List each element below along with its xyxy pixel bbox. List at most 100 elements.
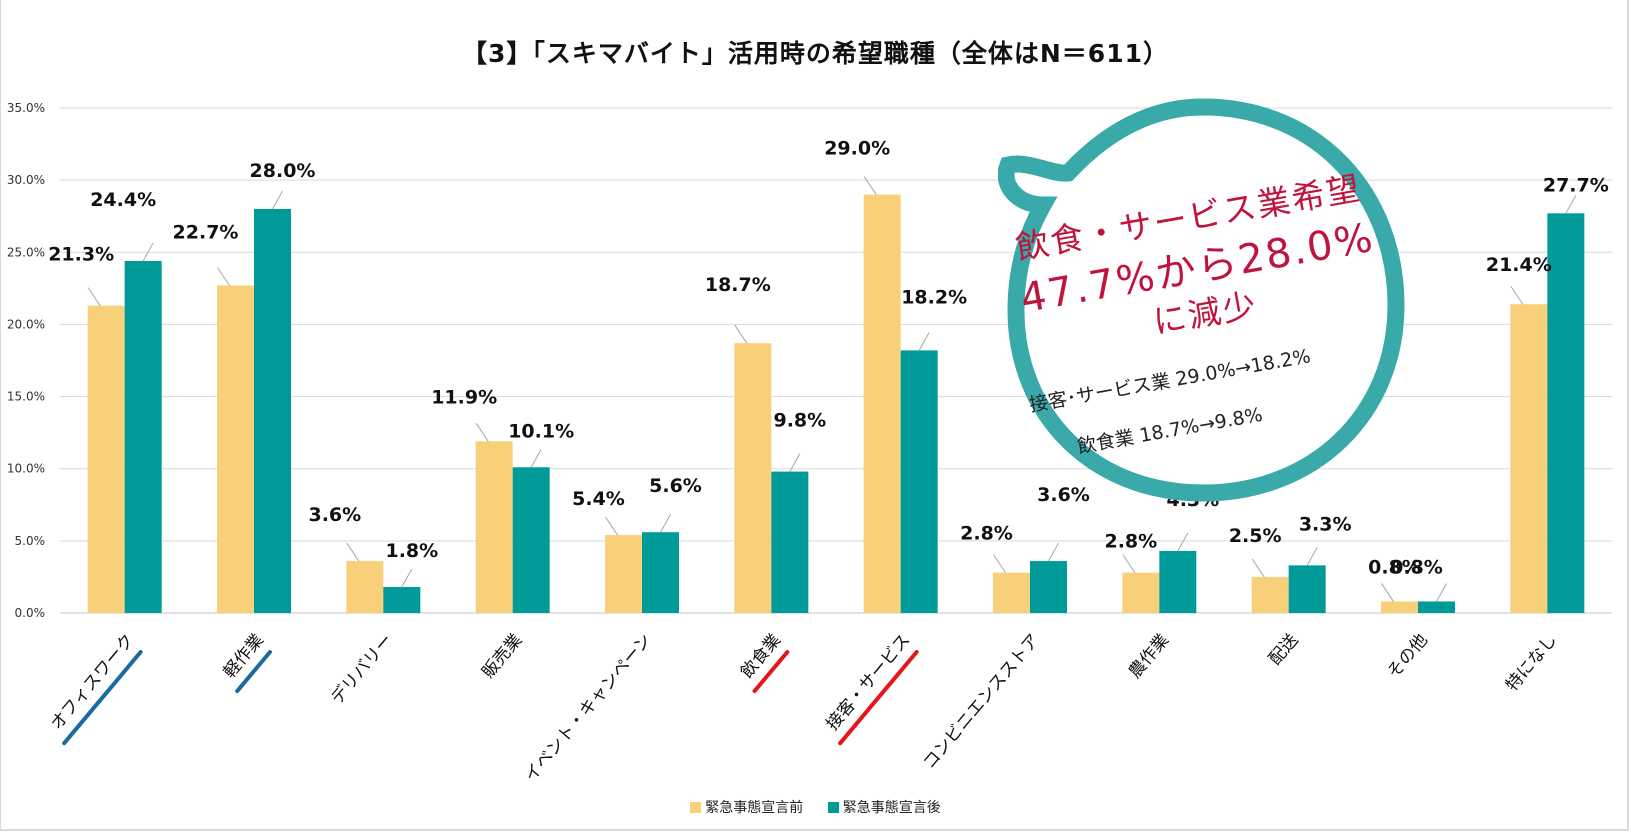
callout-ring bbox=[998, 98, 1405, 502]
bar-after bbox=[1288, 565, 1326, 613]
bar-before bbox=[87, 305, 125, 613]
bar-after bbox=[1547, 213, 1585, 614]
chart-title: 【3】「スキマバイト」活用時の希望職種（全体はN＝611） bbox=[461, 39, 1169, 68]
leader-line bbox=[993, 554, 1006, 573]
category-underline bbox=[752, 650, 790, 694]
data-label: 9.8% bbox=[773, 410, 826, 432]
data-label: 21.4% bbox=[1486, 254, 1552, 276]
leader-line bbox=[530, 449, 542, 468]
bar-after bbox=[1159, 550, 1197, 613]
y-tick-label: 15.0% bbox=[7, 390, 45, 404]
data-label: 11.9% bbox=[431, 386, 497, 408]
data-label: 24.4% bbox=[90, 189, 156, 211]
data-label: 0.8% bbox=[1390, 556, 1443, 578]
bar-before bbox=[993, 572, 1030, 613]
data-labels: 21.3% 24.4% 22.7% 28.0% 3.6% 1.8% 11.9% 10.1% 5.… bbox=[48, 138, 1609, 579]
bar-before bbox=[1510, 304, 1548, 613]
data-label: 5.4% bbox=[572, 488, 625, 510]
legend-swatch-before bbox=[690, 801, 702, 813]
leader-line bbox=[1436, 583, 1447, 602]
x-tick-label: デリバリー bbox=[326, 630, 397, 709]
leader-line bbox=[863, 176, 877, 195]
x-tick-label: 飲食業 bbox=[737, 630, 785, 682]
legend-swatch-after bbox=[827, 801, 839, 813]
data-label: 1.8% bbox=[385, 540, 438, 562]
data-label: 2.8% bbox=[1104, 531, 1157, 553]
bar-after bbox=[771, 471, 809, 613]
leader-line bbox=[660, 513, 671, 533]
leader-line bbox=[1122, 554, 1136, 573]
bar-before bbox=[475, 441, 513, 613]
data-label: 2.5% bbox=[1229, 525, 1282, 547]
x-axis-labels: オフィスワーク 軽作業 デリバリー 販売業イベント・キャンペーン 飲食業 接客・サービスコ… bbox=[47, 630, 1561, 786]
legend-label-after: 緊急事態宣言後 bbox=[842, 800, 941, 816]
bar-before bbox=[605, 535, 642, 613]
y-tick-label: 30.0% bbox=[7, 173, 45, 187]
leader-line bbox=[605, 516, 618, 536]
category-underline bbox=[235, 650, 272, 694]
leader-line bbox=[1306, 547, 1318, 566]
data-label: 3.3% bbox=[1299, 513, 1352, 535]
bar-before bbox=[863, 194, 901, 614]
bar-before bbox=[217, 285, 254, 613]
y-tick-label: 20.0% bbox=[7, 317, 45, 331]
leader-line bbox=[1048, 542, 1059, 562]
leader-line bbox=[918, 332, 930, 351]
leader-line bbox=[272, 190, 283, 210]
x-tick-label: その他 bbox=[1384, 630, 1432, 682]
y-axis-ticks: 0.0% 5.0% 10.0% 15.0% 20.0% 25.0% 30.0% 35.0% bbox=[7, 101, 45, 620]
x-tick-label: 販売業 bbox=[478, 630, 526, 682]
legend-label-before: 緊急事態宣言前 bbox=[705, 800, 804, 816]
y-tick-label: 35.0% bbox=[7, 101, 45, 115]
x-tick-label: イベント・キャンペーン bbox=[521, 630, 656, 785]
x-tick-label: 軽作業 bbox=[220, 630, 268, 682]
bars bbox=[87, 194, 1585, 614]
bar-after bbox=[900, 350, 938, 613]
callout-bubble: 飲食・サービス業希望 47.7%から28.0% に減少 接客･サービス業 29.… bbox=[998, 95, 1408, 505]
data-label: 0.8% bbox=[1368, 556, 1421, 578]
bar-after bbox=[642, 532, 679, 613]
bar-before bbox=[1251, 576, 1289, 613]
data-label: 27.7% bbox=[1543, 174, 1609, 196]
data-label: 29.0% bbox=[824, 138, 890, 160]
data-label: 3.6% bbox=[1037, 484, 1090, 506]
bar-before bbox=[1381, 601, 1418, 613]
data-label: 2.8% bbox=[960, 523, 1013, 545]
leader-line bbox=[789, 453, 801, 472]
leader-line bbox=[1251, 558, 1265, 578]
y-tick-label: 25.0% bbox=[7, 245, 45, 259]
x-tick-label: 配送 bbox=[1265, 630, 1302, 669]
legend-item-after: 緊急事態宣言後 bbox=[827, 797, 941, 817]
legend-item-before: 緊急事態宣言前 bbox=[690, 797, 803, 817]
bar-before bbox=[346, 561, 384, 613]
data-label: 18.2% bbox=[901, 286, 967, 308]
leader-line bbox=[217, 267, 230, 286]
x-tick-label: 接客・サービス bbox=[823, 630, 915, 734]
y-tick-label: 10.0% bbox=[7, 462, 45, 476]
data-label: 5.6% bbox=[649, 475, 702, 497]
category-underlines bbox=[62, 650, 919, 746]
leader-line bbox=[346, 542, 360, 562]
leader-line bbox=[1381, 583, 1394, 602]
bar-after bbox=[383, 587, 421, 613]
data-label: 10.1% bbox=[508, 420, 574, 442]
bar-after bbox=[124, 260, 162, 613]
bar-after bbox=[512, 467, 550, 613]
leader-line bbox=[142, 242, 154, 262]
bar-after bbox=[1030, 561, 1067, 613]
x-tick-label: オフィスワーク bbox=[47, 630, 139, 734]
bar-before bbox=[1122, 572, 1160, 613]
leader-line bbox=[87, 287, 101, 306]
y-tick-label: 0.0% bbox=[15, 606, 46, 620]
y-tick-label: 5.0% bbox=[15, 534, 46, 548]
bar-after bbox=[254, 209, 291, 613]
category-underline bbox=[62, 650, 143, 746]
data-label: 21.3% bbox=[48, 244, 114, 266]
leader-line bbox=[1510, 285, 1524, 305]
leader-line bbox=[734, 324, 748, 344]
leader-line bbox=[475, 423, 489, 442]
data-label: 3.6% bbox=[308, 504, 361, 526]
legend: 緊急事態宣言前 緊急事態宣言後 bbox=[0, 797, 1631, 817]
bar-before bbox=[734, 343, 772, 613]
